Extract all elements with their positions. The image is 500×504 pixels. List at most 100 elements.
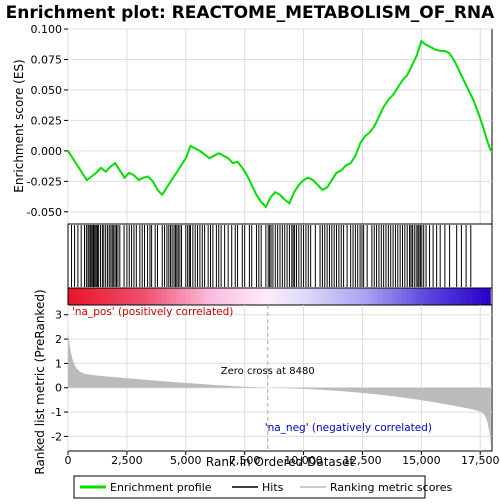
- legend-metric-label: Ranking metric scores: [330, 481, 452, 494]
- color-bar-segment: [363, 288, 370, 305]
- color-bar-segment: [241, 288, 248, 305]
- color-bar-segment: [462, 288, 468, 305]
- color-bar-segment: [406, 288, 412, 305]
- positive-correlation-label: 'na_pos' (positively correlated): [72, 306, 233, 318]
- color-bar-segment: [194, 288, 201, 305]
- color-bar-segment: [68, 288, 74, 305]
- es-y-tick-label: 0.000: [31, 145, 63, 158]
- color-bar-segment: [321, 288, 327, 305]
- color-bar-segment: [382, 288, 389, 305]
- color-bar-segment: [270, 288, 276, 305]
- x-tick-label: 10,000: [284, 454, 323, 467]
- color-bar-segment: [312, 288, 318, 305]
- color-bar-segment: [368, 288, 374, 305]
- color-bar-segment: [157, 288, 163, 305]
- color-bar-segment: [486, 288, 492, 305]
- color-bar-segment: [129, 288, 135, 305]
- ranking-color-bar: [68, 288, 492, 305]
- color-bar-segment: [316, 288, 323, 305]
- color-bar-segment: [232, 288, 238, 305]
- color-bar-segment: [260, 288, 266, 305]
- color-bar-segment: [302, 288, 309, 305]
- color-bar-segment: [91, 288, 97, 305]
- color-bar-segment: [138, 288, 144, 305]
- x-tick-label: 12,500: [343, 454, 382, 467]
- color-bar-segment: [218, 288, 224, 305]
- color-bar-segment: [420, 288, 426, 305]
- color-bar-segment: [82, 288, 88, 305]
- color-bar-segment: [425, 288, 431, 305]
- metric-y-tick-label: -2: [51, 430, 62, 443]
- negative-correlation-label: 'na_neg' (negatively correlated): [265, 422, 432, 434]
- color-bar-segment: [246, 288, 252, 305]
- color-bar-segment: [77, 288, 83, 305]
- color-bar-segment: [100, 288, 107, 305]
- color-bar-segment: [298, 288, 304, 305]
- es-y-tick-label: 0.075: [31, 53, 63, 66]
- color-bar-segment: [387, 288, 393, 305]
- x-tick-label: 17,500: [461, 454, 500, 467]
- color-bar-segment: [133, 288, 140, 305]
- color-bar-segment: [472, 288, 478, 305]
- color-bar-segment: [359, 288, 365, 305]
- es-y-tick-label: -0.025: [27, 175, 62, 188]
- chart-title: Enrichment plot: REACTOME_METABOLISM_OF_…: [6, 3, 496, 23]
- es-y-tick-label: 0.025: [31, 114, 63, 127]
- color-bar-segment: [199, 288, 205, 305]
- color-bar-segment: [255, 288, 262, 305]
- color-bar-segment: [349, 288, 356, 305]
- color-bar-segment: [439, 288, 445, 305]
- x-tick-label: 15,000: [402, 454, 441, 467]
- hit-marks: [71, 225, 472, 287]
- color-bar-segment: [265, 288, 271, 305]
- color-bar-segment: [208, 288, 215, 305]
- color-bar-segment: [457, 288, 464, 305]
- color-bar-segment: [213, 288, 219, 305]
- metric-y-tick-label: -1: [51, 406, 62, 419]
- x-tick-label: 0: [65, 454, 72, 467]
- legend-hits-label: Hits: [262, 481, 284, 494]
- color-bar-segment: [180, 288, 187, 305]
- color-bar-segment: [152, 288, 158, 305]
- color-bar-segment: [204, 288, 210, 305]
- color-bar-segment: [105, 288, 111, 305]
- color-bar-segment: [110, 288, 116, 305]
- color-bar-segment: [86, 288, 93, 305]
- color-bar-segment: [124, 288, 130, 305]
- metric-y-tick-label: 1: [55, 357, 62, 370]
- color-bar-segment: [190, 288, 196, 305]
- zero-cross-label: Zero cross at 8480: [221, 366, 315, 377]
- x-tick-label: 5,000: [170, 454, 202, 467]
- color-bar-segment: [453, 288, 459, 305]
- color-bar-segment: [114, 288, 121, 305]
- metric-y-tick-label: 2: [55, 333, 62, 346]
- color-bar-segment: [251, 288, 257, 305]
- color-bar-tail: [490, 288, 492, 305]
- color-bar-segment: [147, 288, 154, 305]
- color-bar-segment: [326, 288, 332, 305]
- color-bar-segment: [410, 288, 417, 305]
- x-tick-label: 7,500: [229, 454, 261, 467]
- color-bar-segment: [119, 288, 125, 305]
- metric-y-tick-label: 0: [55, 382, 62, 395]
- x-axis: 0 2,500 5,000 7,500 10,000 12,500 15,000 17,500: [65, 451, 500, 467]
- color-bar-segment: [429, 288, 436, 305]
- es-y-tick-label: 0.100: [31, 23, 63, 36]
- x-tick-label: 2,500: [111, 454, 143, 467]
- color-bar-segment: [378, 288, 384, 305]
- es-y-axis-label: Enrichment score (ES): [12, 59, 26, 192]
- color-bar-segment: [434, 288, 440, 305]
- legend: Enrichment profile Hits Ranking metric s…: [73, 475, 452, 499]
- color-bar-segment: [476, 288, 483, 305]
- color-bar-segment: [443, 288, 450, 305]
- ranking-metric-area: [68, 331, 491, 447]
- color-bar-segment: [331, 288, 337, 305]
- color-bar-segment: [448, 288, 454, 305]
- color-bar-segment: [396, 288, 403, 305]
- metric-y-axis-label: Ranked list metric (PreRanked): [33, 289, 47, 474]
- color-bar-segment: [237, 288, 243, 305]
- color-bar-segment: [185, 288, 191, 305]
- color-bar-segment: [161, 288, 168, 305]
- color-bar-segment: [340, 288, 346, 305]
